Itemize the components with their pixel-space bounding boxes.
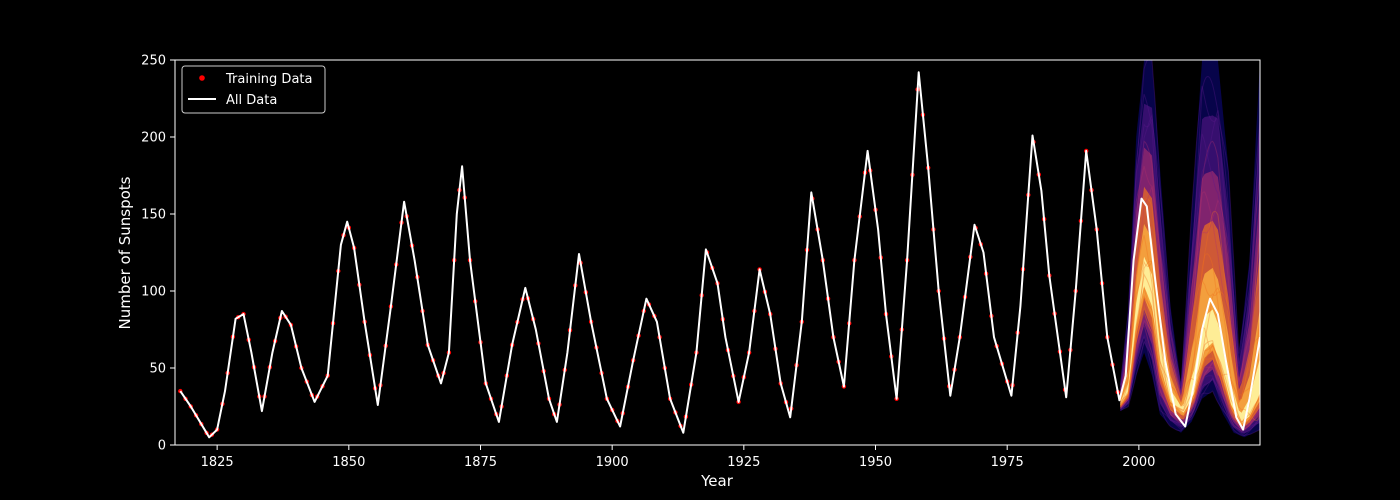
x-tick-label: 1850 xyxy=(332,455,365,470)
forecast-sample-line xyxy=(1119,235,1260,423)
forecast-sample-line xyxy=(1119,60,1260,387)
x-tick-label: 1825 xyxy=(201,455,234,470)
x-tick-label: 1975 xyxy=(991,455,1024,470)
forecast-sample-line xyxy=(1119,94,1260,392)
forecast-sample-line xyxy=(1119,260,1260,422)
legend-label-all-data: All Data xyxy=(226,93,277,108)
forecast-sample-line xyxy=(1120,339,1260,436)
legend-marker-training xyxy=(199,75,205,81)
forecast-sample-line xyxy=(1119,310,1260,428)
plot-area xyxy=(178,60,1260,439)
all-data-series xyxy=(179,71,1260,439)
y-axis: 0 50 100 150 200 250 xyxy=(141,54,175,454)
forecast-sample-line xyxy=(1119,253,1260,407)
all-data-line xyxy=(179,71,1260,439)
forecast-sample-line xyxy=(1120,299,1260,430)
y-tick-label: 50 xyxy=(149,362,166,377)
forecast-sample-line xyxy=(1119,273,1260,424)
x-axis-label: Year xyxy=(700,472,734,490)
forecast-sample-line xyxy=(1119,113,1260,395)
x-tick-label: 1925 xyxy=(727,455,760,470)
x-tick-label: 1950 xyxy=(859,455,892,470)
y-tick-label: 200 xyxy=(141,131,166,146)
x-axis: 1825 1850 1875 1900 1925 1950 1975 2000 xyxy=(201,445,1155,470)
forecast-sample-line xyxy=(1119,198,1260,404)
forecast-sample-line xyxy=(1119,75,1260,390)
forecast-sample-line xyxy=(1120,334,1260,437)
plot-frame xyxy=(174,59,1261,446)
legend: Training Data All Data xyxy=(181,65,326,114)
x-tick-label: 1875 xyxy=(464,455,497,470)
y-tick-label: 0 xyxy=(158,439,166,454)
forecast-sample-line xyxy=(1119,140,1260,397)
forecast-sample-line xyxy=(1120,318,1260,434)
forecast-sample-line xyxy=(1120,319,1260,429)
y-tick-label: 100 xyxy=(141,285,166,300)
forecast-sample-line xyxy=(1120,340,1260,432)
legend-label-training: Training Data xyxy=(225,72,312,87)
forecast-sample-line xyxy=(1119,140,1260,394)
forecast-sample-line xyxy=(1119,186,1260,403)
forecast-sample-line xyxy=(1120,323,1260,432)
y-tick-label: 250 xyxy=(141,54,166,69)
y-axis-label: Number of Sunspots xyxy=(116,176,134,329)
x-tick-label: 2000 xyxy=(1122,455,1155,470)
forecast-band xyxy=(1120,256,1260,424)
legend-box xyxy=(181,65,326,114)
y-tick-label: 150 xyxy=(141,208,166,223)
x-tick-label: 1900 xyxy=(596,455,629,470)
